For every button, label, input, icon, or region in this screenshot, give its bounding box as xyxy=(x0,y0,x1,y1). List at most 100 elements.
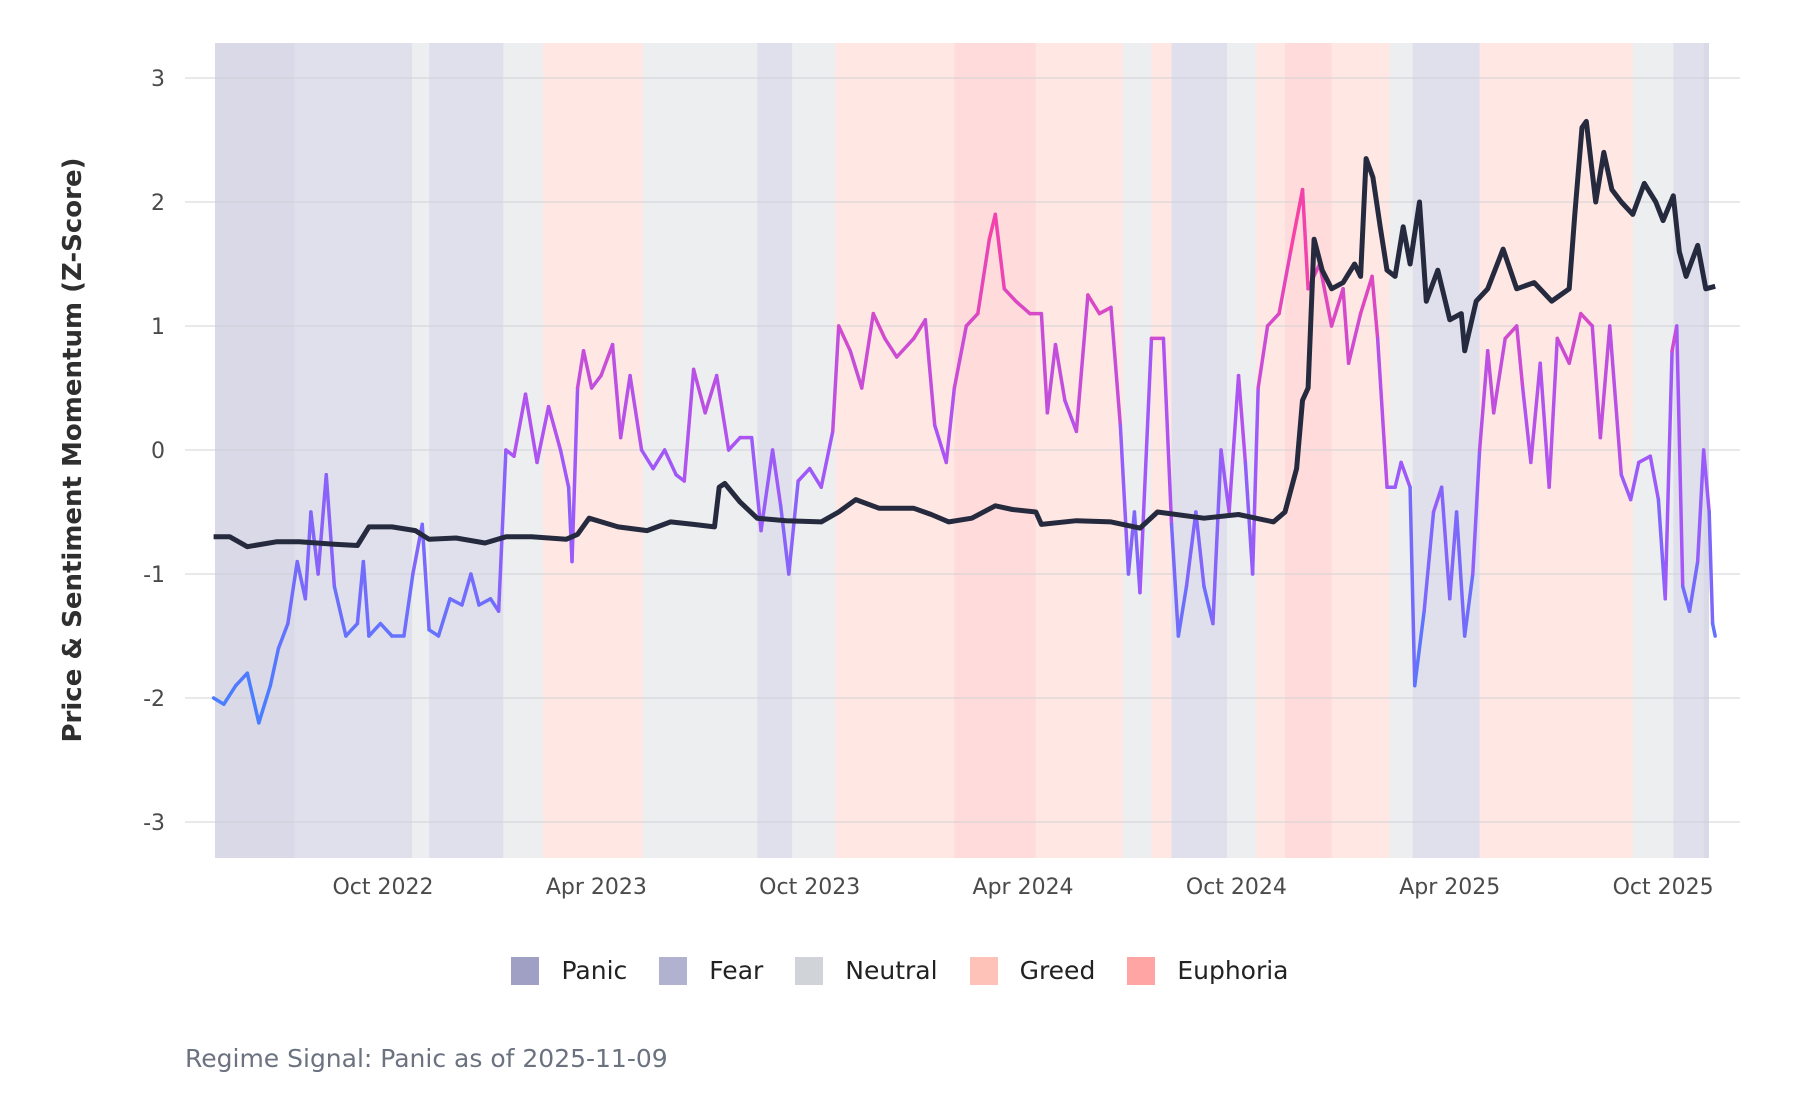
sentiment-momentum-segment xyxy=(860,311,876,390)
sentiment-momentum-segment xyxy=(512,392,528,458)
y-tick-label: -2 xyxy=(143,687,165,712)
legend-item-greed: Greed xyxy=(969,956,1096,985)
y-axis-ticks: 3 2 1 0 -1 -2 -3 xyxy=(143,67,165,836)
sentiment-momentum-segment xyxy=(222,683,238,706)
price-momentum-line xyxy=(213,118,1716,550)
sentiment-momentum-segment xyxy=(211,696,226,706)
sentiment-momentum-segment xyxy=(819,429,835,489)
sentiment-momentum-segment xyxy=(1578,311,1595,328)
legend-swatch xyxy=(795,956,824,985)
sentiment-momentum-segment xyxy=(1503,324,1519,341)
sentiment-momentum-segment xyxy=(1063,398,1079,434)
sentiment-momentum-segment xyxy=(1074,293,1090,434)
sentiment-momentum-segment xyxy=(1358,274,1374,316)
sentiment-momentum-segment xyxy=(1590,324,1603,440)
legend-label: Fear xyxy=(709,956,764,985)
sentiment-momentum-segment xyxy=(894,336,916,359)
sentiment-momentum-segment xyxy=(257,683,273,725)
sentiment-momentum-segment xyxy=(932,423,948,465)
sentiment-momentum-segment xyxy=(420,522,431,632)
sentiment-momentum-segment xyxy=(944,386,957,465)
sentiment-momentum-segment xyxy=(836,324,852,353)
sentiment-momentum-segment xyxy=(1547,336,1560,489)
sentiment-momentum-segment xyxy=(234,671,250,688)
sentiment-momentum-segment xyxy=(1097,305,1113,316)
sentiment-momentum-segment xyxy=(1648,454,1661,502)
sentiment-momentum-segment xyxy=(1413,609,1426,688)
sentiment-momentum-segment xyxy=(749,435,763,533)
sentiment-momentum-segment xyxy=(1014,299,1032,316)
sentiment-momentum-segment xyxy=(1176,584,1189,638)
sentiment-momentum-segment xyxy=(1462,572,1475,638)
sentiment-momentum-segment xyxy=(1695,448,1706,564)
legend-label: Euphoria xyxy=(1177,956,1289,985)
sentiment-momentum-segment xyxy=(1118,423,1131,576)
legend-item-panic: Panic xyxy=(511,956,627,985)
legend-label: Panic xyxy=(561,956,628,985)
sentiment-momentum-segment xyxy=(355,559,366,626)
sentiment-momentum-segment xyxy=(1300,187,1310,291)
sentiment-momentum-segment xyxy=(589,373,603,390)
sentiment-momentum-segment xyxy=(546,404,563,452)
legend-label: Greed xyxy=(1019,956,1096,985)
sentiment-momentum-segment xyxy=(787,479,800,576)
sentiment-momentum-segment xyxy=(993,212,1007,291)
sentiment-momentum-segment xyxy=(276,621,290,651)
legend-item-neutral: Neutral xyxy=(795,956,938,985)
sentiment-momentum-segment xyxy=(1514,324,1525,390)
sentiment-momentum-segment xyxy=(1628,460,1641,502)
x-tick-label: Apr 2025 xyxy=(1399,875,1500,900)
sentiment-momentum-segment xyxy=(1194,510,1206,589)
sentiment-momentum-segment xyxy=(1211,448,1223,626)
sentiment-momentum-segment xyxy=(1710,621,1717,638)
sentiment-momentum-segment xyxy=(570,386,580,564)
sentiment-momentum-segment xyxy=(1399,460,1412,489)
y-tick-label: -3 xyxy=(143,811,165,836)
legend: Panic Fear Neutral Greed Euphoria xyxy=(0,956,1800,985)
y-axis-label: Price & Sentiment Momentum (Z-Score) xyxy=(58,158,88,743)
sentiment-momentum-segment xyxy=(1393,460,1403,489)
sentiment-momentum-segment xyxy=(1598,324,1612,440)
sentiment-momentum-segment xyxy=(618,373,632,440)
sentiment-momentum-segment xyxy=(1184,510,1198,589)
sentiment-momentum-segment xyxy=(535,404,551,465)
sentiment-momentum-segment xyxy=(268,646,281,688)
sentiment-momentum-segment xyxy=(1236,373,1248,465)
sentiment-momentum-segment xyxy=(436,597,452,638)
sentiment-momentum-segment xyxy=(1448,510,1459,601)
sentiment-momentum-segment xyxy=(1675,324,1685,589)
sentiment-momentum-segment xyxy=(361,559,371,638)
sentiment-momentum-segment xyxy=(883,336,899,359)
sentiment-momentum-segment xyxy=(1680,584,1692,613)
sentiment-momentum-segment xyxy=(477,597,493,607)
sentiment-momentum-segment xyxy=(848,349,864,390)
sentiment-momentum-segment xyxy=(1169,522,1181,638)
sentiment-momentum-segment xyxy=(1439,485,1452,601)
sentiment-momentum-segment xyxy=(286,559,299,626)
sentiment-momentum-segment xyxy=(703,373,719,415)
x-tick-label: Apr 2023 xyxy=(546,875,647,900)
sentiment-momentum-segment xyxy=(1485,349,1496,415)
sentiment-momentum-segment xyxy=(1663,349,1674,601)
y-tick-label: 3 xyxy=(151,67,165,92)
sentiment-momentum-segment xyxy=(912,318,928,341)
sentiment-momentum-segment xyxy=(523,392,539,465)
sentiment-momentum-segment xyxy=(1109,305,1123,427)
legend-item-euphoria: Euphoria xyxy=(1127,956,1289,985)
sentiment-momentum-segment xyxy=(976,237,992,316)
sentiment-momentum-segment xyxy=(770,448,783,508)
sentiment-momentum-segment xyxy=(807,466,823,489)
x-tick-label: Oct 2023 xyxy=(759,875,860,900)
sentiment-momentum-segment xyxy=(599,342,615,378)
sentiment-momentum-segment xyxy=(1045,342,1058,415)
sentiment-momentum-segment xyxy=(639,448,655,471)
sentiment-momentum-segment xyxy=(496,448,508,613)
sentiment-momentum-segment xyxy=(778,504,791,576)
sentiment-momentum-segment xyxy=(1370,274,1380,341)
sentiment-momentum-segment xyxy=(662,448,678,477)
sentiment-momentum-segment xyxy=(1086,293,1102,316)
sentiment-momentum-segment xyxy=(691,367,707,415)
x-axis-ticks: Oct 2022 Apr 2023 Oct 2023 Apr 2024 Oct 2024… xyxy=(332,875,1713,900)
sentiment-momentum-segment xyxy=(575,349,586,390)
